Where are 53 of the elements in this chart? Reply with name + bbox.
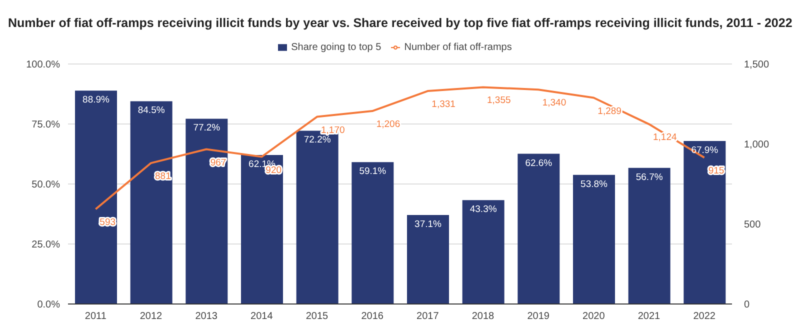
bar	[352, 162, 394, 304]
bar	[241, 154, 283, 304]
x-tick-label: 2015	[306, 311, 329, 322]
data-label: 881	[155, 171, 171, 182]
chart-title: Number of fiat off-ramps receiving illicit funds by year vs. Share received by top five fiat off-ramps receiving illicit funds, 2011 - 2022	[8, 15, 792, 32]
x-tick-label: 2011	[84, 311, 107, 322]
bar	[684, 141, 726, 304]
bar	[130, 101, 172, 304]
y2-tick-label: 1,500	[744, 60, 770, 70]
data-label: 1,331	[432, 99, 456, 110]
y-tick-label: 50.0%	[32, 180, 60, 191]
data-label: 1,206	[376, 119, 400, 130]
data-label: 1,340	[542, 98, 566, 109]
data-label: 43.3%	[470, 204, 498, 216]
bar	[573, 174, 615, 304]
data-label: 62.6%	[525, 158, 553, 169]
data-label: 967	[210, 157, 226, 168]
x-tick-label: 2021	[638, 311, 661, 322]
x-tick-label: 2020	[582, 311, 606, 322]
y2-tick-label: 1,000	[744, 140, 770, 150]
data-label: 37.1%	[414, 218, 442, 230]
data-label: 56.7%	[636, 172, 664, 183]
x-tick-label: 2022	[693, 311, 716, 322]
y-tick-label: 0.0%	[37, 300, 60, 311]
bar	[462, 200, 504, 304]
bar	[186, 118, 228, 304]
y2-tick-label: 0	[744, 300, 750, 310]
x-tick-label: 2016	[361, 311, 384, 322]
legend-label: Share going to top 5	[291, 42, 382, 53]
bar	[75, 90, 117, 304]
x-tick-label: 2018	[472, 311, 495, 322]
y-tick-label: 75.0%	[32, 120, 60, 131]
data-label: 77.2%	[193, 122, 221, 134]
bar	[628, 168, 670, 304]
x-tick-label: 2012	[140, 311, 163, 322]
data-label: 593	[100, 217, 116, 228]
bar	[407, 214, 449, 304]
x-tick-label: 2019	[527, 311, 550, 322]
data-label: 88.9%	[82, 94, 110, 106]
x-tick-label: 2014	[250, 311, 274, 322]
x-tick-label: 2013	[195, 311, 218, 322]
y-tick-label: 100.0%	[26, 60, 60, 71]
bar	[518, 154, 560, 304]
data-label: 915	[708, 166, 724, 177]
data-label: 59.1%	[359, 166, 387, 178]
data-label: 1,355	[487, 95, 511, 106]
data-label: 72.2%	[304, 134, 332, 146]
x-tick-label: 2017	[416, 311, 440, 322]
y-tick-label: 25.0%	[32, 240, 60, 251]
y2-tick-label: 500	[744, 220, 762, 230]
legend-label: Number of fiat off-ramps	[404, 42, 512, 53]
data-label: 84.5%	[138, 105, 166, 116]
data-label: 53.8%	[580, 178, 608, 190]
